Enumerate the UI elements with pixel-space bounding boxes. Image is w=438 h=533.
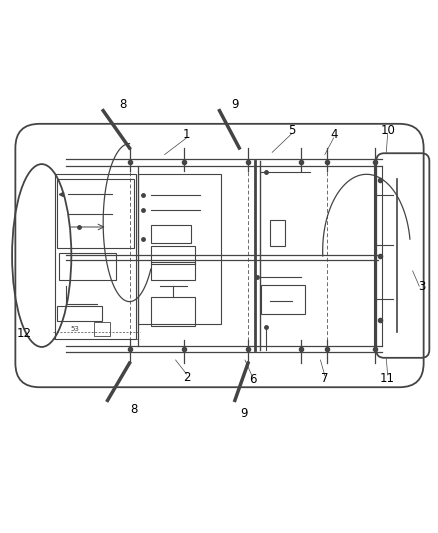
Text: 8: 8 <box>130 402 137 416</box>
Text: 9: 9 <box>230 99 238 111</box>
Bar <box>151 225 191 243</box>
Text: 10: 10 <box>379 124 394 137</box>
Text: 12: 12 <box>17 327 32 340</box>
Bar <box>59 253 116 280</box>
Text: 6: 6 <box>248 373 256 386</box>
Bar <box>55 174 136 339</box>
Text: 4: 4 <box>329 128 337 141</box>
Text: 11: 11 <box>379 372 394 384</box>
Text: 5: 5 <box>288 124 295 137</box>
Text: 3: 3 <box>417 280 424 293</box>
Text: 7: 7 <box>320 373 328 385</box>
Bar <box>261 285 304 314</box>
Text: 8: 8 <box>119 98 126 110</box>
Text: 1: 1 <box>182 128 190 141</box>
Text: 9: 9 <box>239 407 247 420</box>
Bar <box>151 246 195 264</box>
Bar <box>151 262 195 280</box>
Bar <box>57 306 102 321</box>
Bar <box>94 322 110 336</box>
Text: 53: 53 <box>70 326 79 332</box>
Bar <box>151 297 195 326</box>
Bar <box>57 179 134 248</box>
Bar <box>269 220 285 246</box>
Bar <box>138 174 220 324</box>
Text: 2: 2 <box>182 370 190 384</box>
